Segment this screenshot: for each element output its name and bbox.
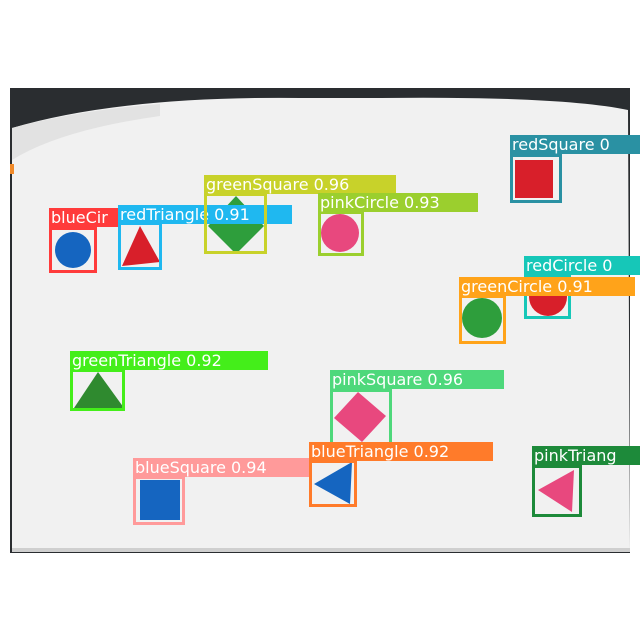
- label-green-triangle: greenTriangle 0.92: [70, 351, 268, 370]
- pink-square-shape: [334, 392, 386, 442]
- bbox-pink-square: [330, 389, 392, 447]
- pink-triangle-shape: [538, 470, 574, 512]
- bbox-green-square: [204, 193, 267, 254]
- whiteboard-shadow: [12, 104, 160, 160]
- bbox-green-circle: [459, 295, 506, 344]
- bbox-red-triangle: [118, 222, 162, 270]
- bbox-blue-square: [133, 476, 185, 525]
- label-pink-square: pinkSquare 0.96: [330, 370, 504, 389]
- pink-circle-shape: [321, 214, 359, 252]
- red-triangle-shape: [122, 226, 160, 266]
- red-square-shape: [515, 160, 553, 198]
- bbox-red-square: [510, 154, 562, 203]
- edge-mark: [10, 164, 14, 174]
- label-blue-circle: blueCir: [49, 208, 121, 227]
- bbox-red-circle: [524, 275, 571, 319]
- bbox-pink-circle: [318, 211, 364, 256]
- green-square-shape: [208, 196, 264, 254]
- board-bottom-edge: [12, 548, 630, 552]
- label-blue-triangle: blueTriangle 0.92: [309, 442, 493, 461]
- blue-triangle-shape: [314, 462, 352, 504]
- blue-square-shape: [140, 480, 180, 520]
- bbox-blue-circle: [49, 227, 97, 273]
- bbox-pink-triangle: [532, 465, 582, 517]
- label-pink-triangle: pinkTriang: [532, 446, 640, 465]
- bbox-blue-triangle: [309, 460, 357, 507]
- green-circle-shape: [462, 298, 502, 338]
- green-triangle-shape: [74, 372, 124, 408]
- label-red-square: redSquare 0: [510, 135, 640, 154]
- label-red-circle: redCircle 0: [524, 256, 640, 275]
- blue-circle-shape: [55, 232, 91, 268]
- bbox-green-triangle: [70, 369, 125, 411]
- label-blue-square: blueSquare 0.94: [133, 458, 309, 477]
- label-pink-circle: pinkCircle 0.93: [318, 193, 478, 212]
- label-green-square: greenSquare 0.96: [204, 175, 396, 194]
- label-green-circle: greenCircle 0.91: [459, 277, 635, 296]
